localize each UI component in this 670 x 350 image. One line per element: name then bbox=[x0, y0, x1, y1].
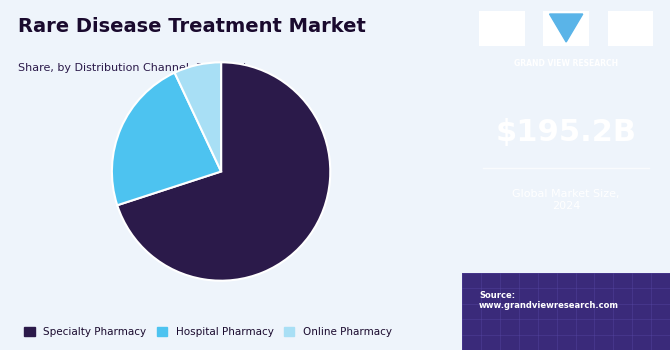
FancyBboxPatch shape bbox=[608, 10, 653, 46]
Text: $195.2B: $195.2B bbox=[496, 119, 636, 147]
Text: Rare Disease Treatment Market: Rare Disease Treatment Market bbox=[19, 18, 366, 36]
Text: GRAND VIEW RESEARCH: GRAND VIEW RESEARCH bbox=[514, 60, 618, 69]
Text: Source:
www.grandviewresearch.com: Source: www.grandviewresearch.com bbox=[479, 290, 619, 310]
Wedge shape bbox=[117, 62, 330, 281]
FancyBboxPatch shape bbox=[462, 273, 670, 350]
Wedge shape bbox=[112, 73, 221, 205]
FancyBboxPatch shape bbox=[543, 10, 589, 46]
Legend: Specialty Pharmacy, Hospital Pharmacy, Online Pharmacy: Specialty Pharmacy, Hospital Pharmacy, O… bbox=[20, 323, 396, 341]
Wedge shape bbox=[175, 62, 221, 172]
Text: Share, by Distribution Channel, 2024 (%): Share, by Distribution Channel, 2024 (%) bbox=[19, 63, 248, 73]
FancyBboxPatch shape bbox=[479, 10, 525, 46]
Polygon shape bbox=[549, 14, 583, 42]
Text: Global Market Size,
2024: Global Market Size, 2024 bbox=[513, 189, 620, 211]
